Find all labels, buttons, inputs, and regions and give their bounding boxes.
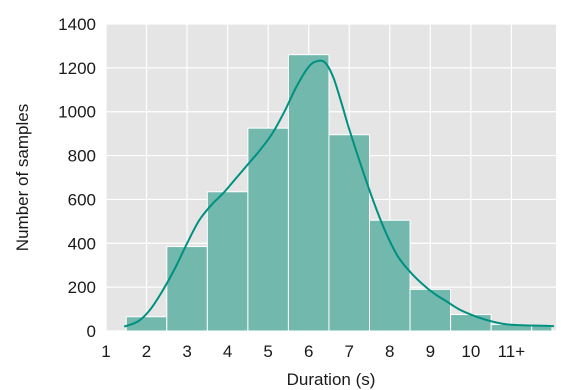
x-tick-label: 7 — [345, 342, 354, 361]
y-axis-label: Number of samples — [13, 104, 32, 251]
x-tick-label: 8 — [385, 342, 394, 361]
x-tick-label: 11+ — [498, 342, 526, 361]
y-tick-label: 1000 — [58, 103, 96, 122]
histogram-bar-7 — [370, 220, 411, 331]
x-axis-label: Duration (s) — [287, 370, 376, 389]
x-tick-label: 9 — [426, 342, 435, 361]
histogram-bar-9 — [451, 315, 492, 331]
histogram-bar-6 — [329, 135, 370, 331]
x-tick-label: 10 — [461, 342, 480, 361]
y-tick-label: 400 — [68, 234, 96, 253]
x-tick-label: 4 — [223, 342, 232, 361]
y-tick-label: 1200 — [58, 59, 96, 78]
x-tick-label: 2 — [142, 342, 151, 361]
y-tick-label: 800 — [68, 147, 96, 166]
histogram-bar-8 — [410, 289, 451, 331]
y-tick-label: 600 — [68, 190, 96, 209]
x-tick-label: 5 — [263, 342, 272, 361]
y-tick-label: 200 — [68, 278, 96, 297]
y-axis-ticks: 0 200 400 600 800 1000 1200 1400 — [58, 15, 96, 341]
histogram-bar-3 — [207, 192, 248, 331]
x-tick-label: 3 — [182, 342, 191, 361]
x-tick-label: 6 — [304, 342, 313, 361]
y-tick-label: 1400 — [58, 15, 96, 34]
x-axis-ticks: 1 2 3 4 5 6 7 8 9 10 11+ — [101, 342, 525, 361]
x-tick-label: 1 — [101, 342, 110, 361]
y-tick-label: 0 — [87, 322, 96, 341]
histogram-bar-2 — [167, 247, 208, 331]
histogram-bar-5 — [288, 55, 329, 331]
